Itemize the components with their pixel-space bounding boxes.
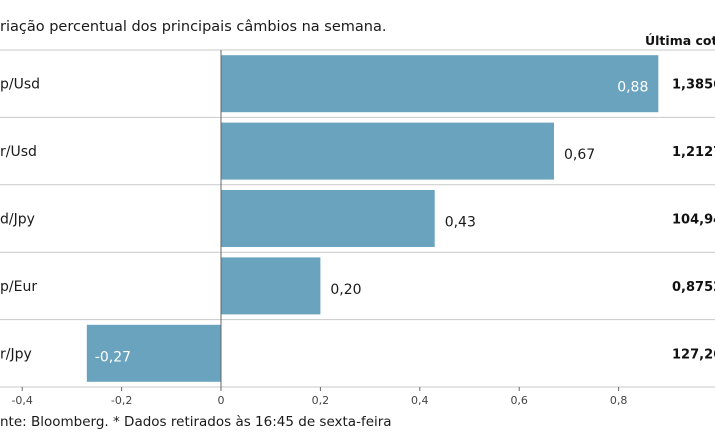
value-label-4: -0,27 — [95, 349, 131, 365]
chart-rows: p/Usd 0,88 1,3856 r/Usd 0,67 1,2127 d/Jpy 0,43 1… — [0, 50, 715, 388]
category-label-3: p/Eur — [0, 279, 37, 295]
x-tick-label-5: 0,6 — [510, 394, 528, 407]
x-tick-label-1: -0,2 — [111, 394, 132, 407]
x-axis: -0,4-0,200,20,40,60,81 — [11, 387, 715, 407]
last-quote-header: Última cotaç — [645, 33, 715, 48]
quote-value-2: 104,94 — [672, 213, 715, 228]
bar-1 — [221, 122, 554, 180]
quote-value-4: 127,26 — [672, 347, 715, 362]
x-tick-label-0: -0,4 — [11, 394, 32, 407]
chart-source-note: nte: Bloomberg. * Dados retirados às 16:… — [0, 414, 392, 430]
value-label-0: 0,88 — [617, 80, 648, 96]
category-label-2: d/Jpy — [0, 212, 35, 228]
quote-value-1: 1,2127 — [672, 145, 715, 160]
category-label-4: r/Jpy — [0, 346, 32, 362]
x-tick-label-2: 0 — [218, 394, 225, 407]
x-tick-label-4: 0,4 — [411, 394, 429, 407]
quote-value-3: 0,87524 — [672, 280, 715, 295]
x-tick-label-3: 0,2 — [312, 394, 330, 407]
bar-0 — [221, 55, 659, 113]
category-label-0: p/Usd — [0, 77, 40, 93]
chart-subtitle: riação percentual dos principais câmbios… — [0, 19, 386, 35]
value-label-1: 0,67 — [564, 147, 595, 163]
category-label-1: r/Usd — [0, 144, 37, 160]
bar-2 — [221, 190, 435, 247]
value-label-3: 0,20 — [330, 282, 361, 298]
bar-3 — [221, 257, 321, 315]
bar-4 — [86, 324, 221, 382]
value-label-2: 0,43 — [445, 215, 476, 231]
quote-value-0: 1,3856 — [672, 78, 715, 93]
x-tick-label-6: 0,8 — [610, 394, 628, 407]
